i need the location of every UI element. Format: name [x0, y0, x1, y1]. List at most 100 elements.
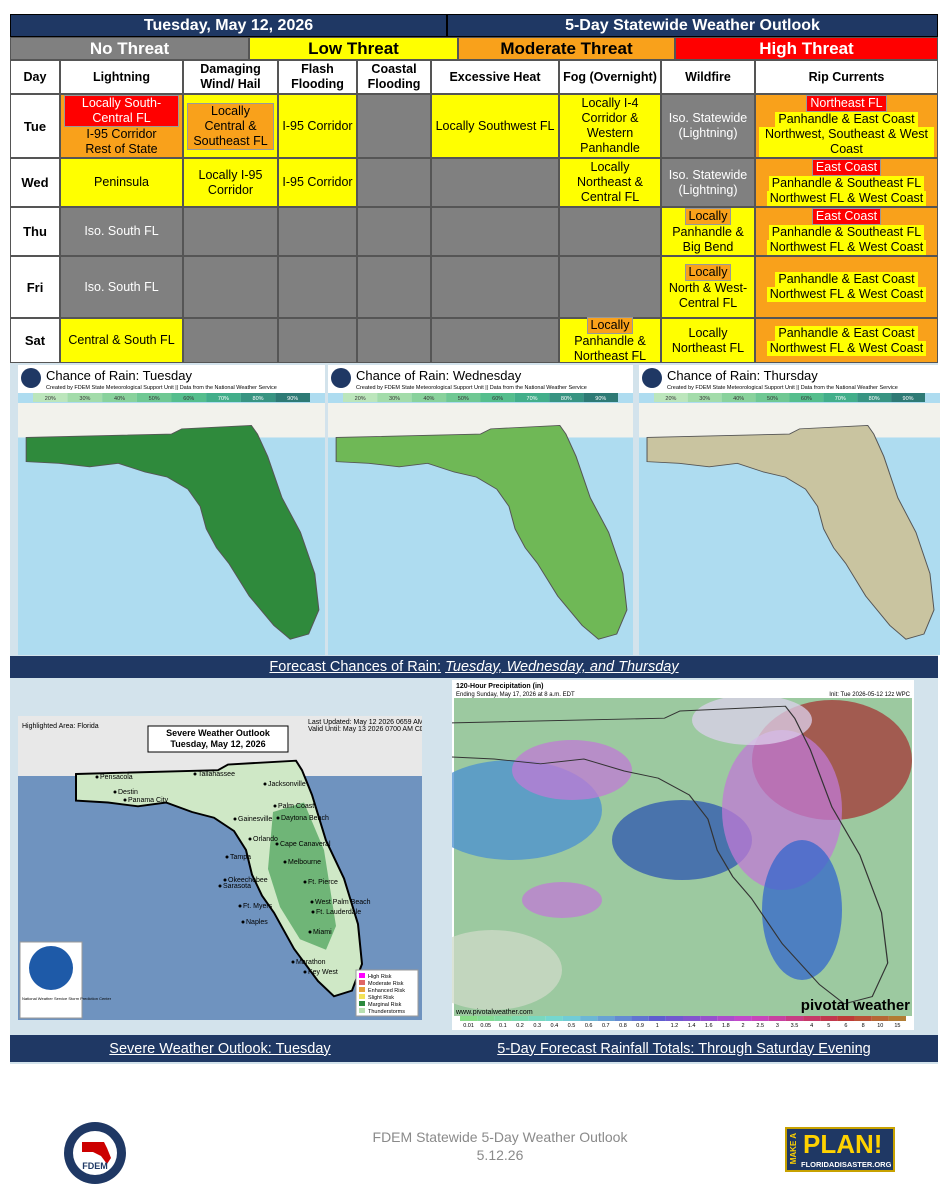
severe-date: Tuesday, May 12, 2026 [170, 739, 265, 749]
rf-scale-label: 15 [894, 1023, 900, 1029]
threat-text: Panhandle & Southeast FL [768, 176, 925, 191]
threat-cell: Northeast FL Panhandle & East Coast Northw… [755, 94, 938, 158]
city-dot [248, 837, 252, 841]
threat-text: Northwest FL & West Coast [766, 287, 927, 302]
legend-label: Moderate Risk [368, 981, 404, 987]
rf-scale-label: 1.8 [722, 1023, 730, 1029]
scale-swatch [240, 393, 276, 402]
city-label: Pensacola [100, 774, 133, 781]
florida [18, 403, 325, 640]
plan-text: PLAN! [803, 1129, 883, 1159]
noaa-logo [29, 946, 73, 990]
scale-label: 90% [903, 396, 914, 402]
footer-line: FDEM Statewide 5-Day Weather Outlook [372, 1129, 628, 1145]
day-label: Sat [10, 318, 60, 363]
rf-scale-label: 8 [862, 1023, 865, 1029]
florida-shape [452, 705, 889, 1005]
rf-title: 120-Hour Precipitation (in) [456, 683, 544, 690]
scale-label: 50% [767, 396, 778, 402]
city-dot [123, 798, 127, 802]
city-label: Destin [118, 789, 138, 796]
caption-days: Tuesday, Wednesday, and Thursday [445, 659, 679, 675]
threat-text: North & West-Central FL [668, 280, 748, 310]
scale-swatch [67, 393, 103, 402]
scale-swatch [583, 393, 618, 402]
legend-label: High Risk [368, 974, 392, 980]
city-dot [303, 880, 307, 884]
rf-swatch [700, 1016, 718, 1021]
city-dot [225, 855, 229, 859]
threat-text: Iso. South FL [84, 279, 159, 294]
plan-make: MAKE A [789, 1133, 798, 1165]
city-dot [241, 920, 245, 924]
city-label: Tallahassee [198, 771, 235, 778]
city-dot [273, 804, 277, 808]
city-dot [263, 782, 267, 786]
threat-text: Locally [684, 208, 732, 225]
rain-blob [452, 930, 562, 1010]
scale-label: 70% [218, 396, 229, 402]
fdem-seal [642, 368, 662, 388]
column-header: Fog (Overnight) [559, 60, 661, 94]
legend-swatch [359, 994, 365, 999]
city-label: Naples [246, 919, 268, 926]
scale-label: 80% [869, 396, 880, 402]
threat-cell: Iso. South FL [60, 256, 183, 318]
threat-cell: Iso. Statewide (Lightning) [661, 158, 755, 207]
rf-scale-label: 0.8 [619, 1023, 627, 1029]
threat-text: Panhandle & East Coast [775, 272, 918, 287]
rf-scale-label: 0.3 [533, 1023, 541, 1029]
rf-scale-label: 2.5 [756, 1023, 764, 1029]
rainfall-caption: 5-Day Forecast Rainfall Totals: Through … [430, 1035, 938, 1062]
legend-swatch [359, 987, 365, 992]
threat-text: Locally I-95 Corridor [198, 167, 263, 197]
threat-cell: Iso. South FL [60, 207, 183, 256]
scale-label: 50% [458, 396, 469, 402]
footer-date: 5.12.26 [476, 1147, 524, 1163]
city-dot [275, 842, 279, 846]
threat-cell [183, 256, 278, 318]
threat-legend: Low Threat [249, 37, 458, 60]
rf-scale-label: 0.6 [585, 1023, 593, 1029]
scale-swatch [789, 393, 824, 402]
plan-logo: MAKE A PLAN! FLORIDADISASTER.ORG [785, 1127, 895, 1172]
column-header: Flash Flooding [278, 60, 357, 94]
threat-text: Northwest FL & West Coast [766, 240, 927, 255]
rf-swatch [614, 1016, 632, 1021]
threat-text: Rest of State [85, 142, 158, 156]
city-dot [193, 772, 197, 776]
rf-scale-label: 0.4 [551, 1023, 559, 1029]
threat-text: Central & South FL [68, 333, 175, 347]
fdem-seal [21, 368, 41, 388]
land-north [639, 403, 940, 438]
legend-swatch [359, 973, 365, 978]
city-label: Palm Coast [278, 803, 314, 810]
rf-brand: pivotal weather [801, 997, 910, 1014]
agency: National Weather Service Storm Predictio… [22, 996, 112, 1001]
city-dot [218, 884, 222, 888]
rf-source: www.pivotalweather.com [455, 1009, 533, 1016]
scale-label: 50% [149, 396, 160, 402]
rf-swatch [631, 1016, 649, 1021]
rf-swatch [837, 1016, 855, 1021]
land-north [328, 403, 633, 438]
rf-scale-label: 3 [776, 1023, 779, 1029]
city-dot [276, 816, 280, 820]
city-label: Tampa [230, 854, 251, 861]
threat-cell [357, 158, 431, 207]
rain-caption: Forecast Chances of Rain: Tuesday, Wednes… [10, 656, 938, 678]
column-header: Rip Currents [755, 60, 938, 94]
legend-label: Enhanced Risk [368, 988, 405, 994]
legend-label: Marginal Risk [368, 1002, 402, 1008]
threat-cell: Locally Central & Southeast FL [183, 94, 278, 158]
scale-swatch [687, 393, 722, 402]
threat-text: East Coast [811, 208, 882, 225]
city-dot [95, 775, 99, 779]
rf-scale-label: 3.5 [791, 1023, 799, 1029]
threat-cell: Panhandle & East Coast Northwest FL & Wes… [755, 318, 938, 363]
threat-text: East Coast [811, 159, 882, 176]
rf-scale-label: 0.7 [602, 1023, 610, 1029]
map-header [328, 365, 633, 393]
threat-text: Locally South-Central FL [64, 95, 179, 127]
land-north [18, 403, 325, 438]
